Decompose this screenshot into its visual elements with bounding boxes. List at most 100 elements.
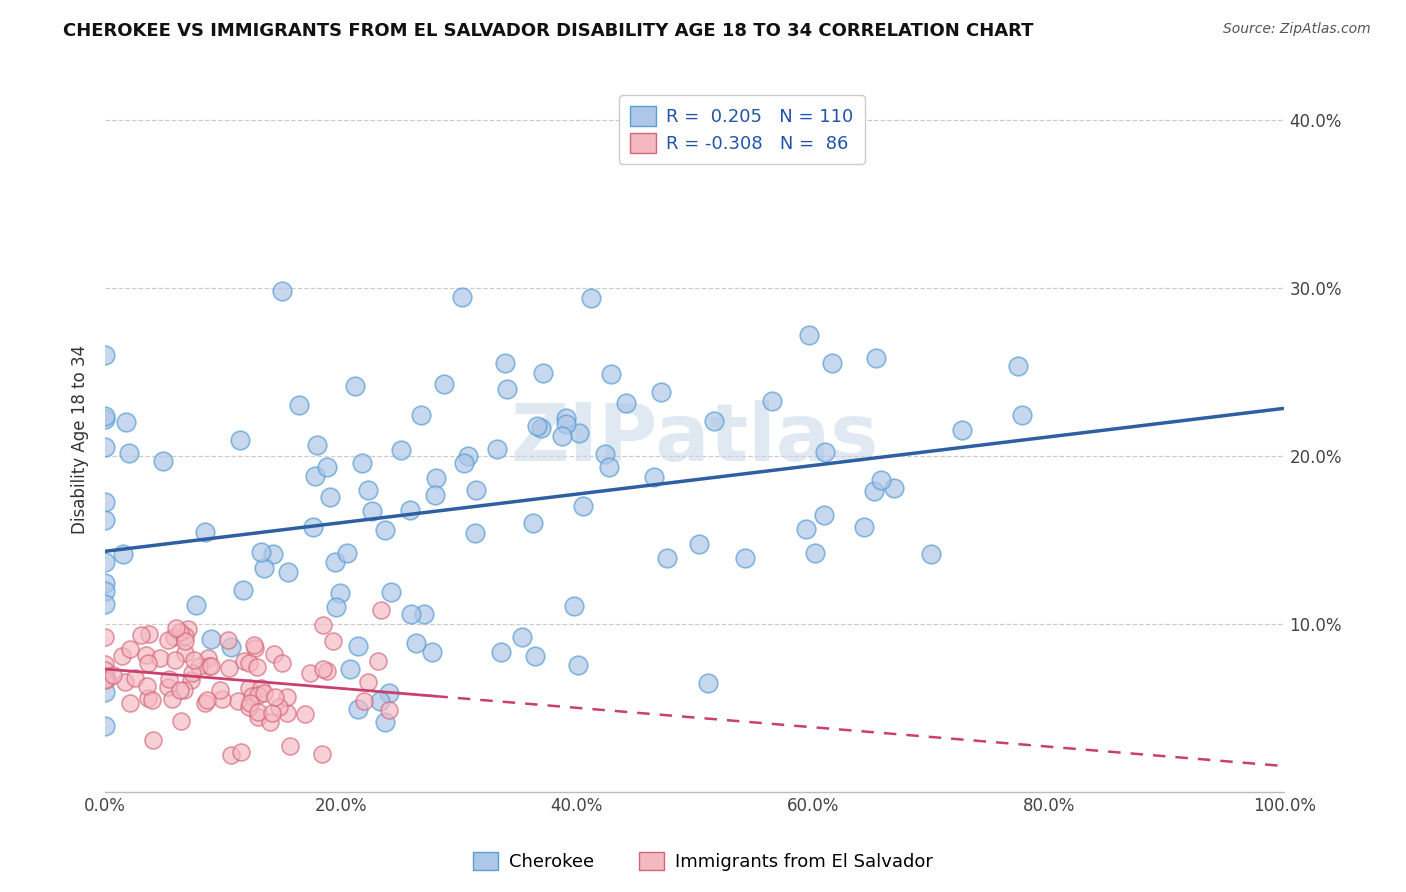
Point [94,440,117,454]
Point [489,645,512,659]
Point [165,621,187,635]
Point [208,683,231,698]
Point [593,447,616,461]
Point [579,291,602,305]
Point [253,686,276,700]
Point [316,460,339,475]
Point [550,429,572,443]
Point [163,630,186,644]
Point [141,732,163,747]
Point [198,659,221,673]
Point [157,672,180,686]
Point [94,555,117,569]
Point [94,513,117,527]
Point [114,675,136,690]
Point [276,690,298,704]
Point [174,634,197,648]
Point [703,414,725,428]
Point [218,661,240,675]
Point [173,629,195,643]
Point [141,692,163,706]
Point [94,630,117,644]
Point [813,508,835,523]
Point [194,696,217,710]
Point [184,598,207,612]
Point [600,368,623,382]
Point [229,433,252,447]
Point [761,393,783,408]
Point [457,450,479,464]
Point [157,632,180,647]
Point [245,660,267,674]
Point [124,671,146,685]
Point [312,617,335,632]
Point [263,647,285,661]
Point [200,632,222,646]
Point [114,415,136,429]
Y-axis label: Disability Age 18 to 34: Disability Age 18 to 34 [72,344,89,533]
Point [377,686,399,700]
Point [135,648,157,663]
Point [246,705,269,719]
Point [485,442,508,456]
Point [378,703,401,717]
Point [229,746,252,760]
Point [267,699,290,714]
Point [94,719,117,733]
Point [276,706,298,721]
Point [465,483,488,497]
Point [567,658,589,673]
Point [263,690,285,704]
Point [94,584,117,599]
Point [298,666,321,681]
Point [571,499,593,513]
Point [319,491,342,505]
Point [211,692,233,706]
Point [238,700,260,714]
Point [734,550,756,565]
Point [920,547,942,561]
Point [304,469,326,483]
Point [950,423,973,437]
Point [200,659,222,673]
Point [863,483,886,498]
Point [405,636,427,650]
Point [554,417,576,432]
Point [1011,408,1033,422]
Point [243,638,266,652]
Point [94,673,117,688]
Point [555,411,578,425]
Point [399,607,422,622]
Point [305,438,328,452]
Point [510,630,533,644]
Point [183,653,205,667]
Point [794,522,817,536]
Point [170,714,193,728]
Text: CHEROKEE VS IMMIGRANTS FROM EL SALVADOR DISABILITY AGE 18 TO 34 CORRELATION CHAR: CHEROKEE VS IMMIGRANTS FROM EL SALVADOR … [63,22,1033,40]
Point [138,627,160,641]
Point [368,693,391,707]
Point [323,555,346,569]
Point [136,656,159,670]
Point [249,544,271,558]
Point [526,418,548,433]
Point [643,470,665,484]
Point [339,662,361,676]
Point [865,351,887,365]
Point [870,473,893,487]
Point [495,382,517,396]
Point [278,739,301,753]
Point [352,456,374,470]
Text: ZIPatlas: ZIPatlas [510,400,879,478]
Point [94,663,117,677]
Point [219,747,242,762]
Point [246,709,269,723]
Point [425,488,447,502]
Point [598,460,620,475]
Point [160,691,183,706]
Point [240,689,263,703]
Point [409,408,432,422]
Point [246,689,269,703]
Point [94,685,117,699]
Point [103,668,125,682]
